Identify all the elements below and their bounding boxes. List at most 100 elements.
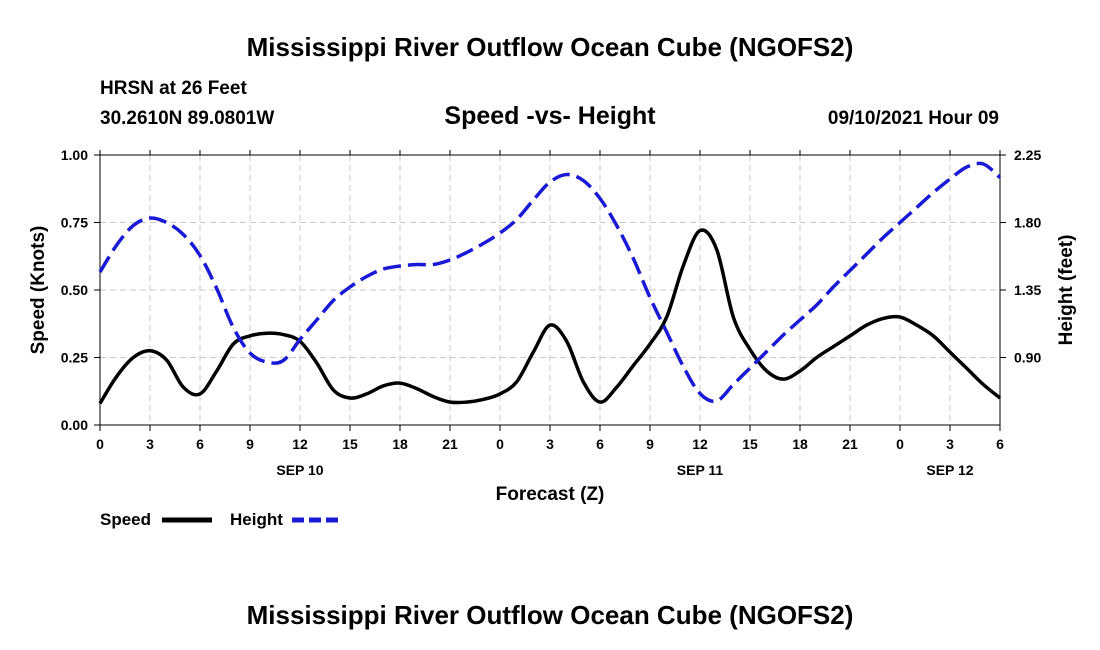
station-label: HRSN at 26 Feet xyxy=(100,78,247,99)
data-point-speed xyxy=(599,401,601,403)
date-label: SEP 11 xyxy=(677,462,724,478)
data-point-height xyxy=(699,393,701,395)
data-point-height xyxy=(716,400,718,402)
y2-tick-label: 2.25 xyxy=(1014,147,1041,163)
data-point-height xyxy=(433,264,435,266)
data-point-speed xyxy=(749,349,751,351)
data-point-height xyxy=(983,163,985,165)
x-tick-label: 3 xyxy=(546,436,554,452)
data-point-height xyxy=(383,268,385,270)
y-tick-label: 1.00 xyxy=(61,147,88,163)
data-point-height xyxy=(483,243,485,245)
data-point-height xyxy=(616,225,618,227)
x-tick-label: 6 xyxy=(196,436,204,452)
y2-axis-label: Height (feet) xyxy=(1056,235,1077,346)
date-label: SEP 10 xyxy=(276,462,323,478)
series-line-speed xyxy=(98,228,1002,405)
data-point-height xyxy=(266,361,268,363)
data-point-speed xyxy=(983,384,985,386)
data-point-height xyxy=(816,304,818,306)
x-tick-label: 18 xyxy=(792,436,808,452)
data-point-speed xyxy=(166,359,168,361)
data-point-speed xyxy=(716,249,718,251)
data-point-height xyxy=(449,259,451,261)
data-point-height xyxy=(916,207,918,209)
data-point-height xyxy=(533,199,535,201)
x-tick-label: 9 xyxy=(246,436,254,452)
data-point-height xyxy=(399,265,401,267)
x-tick-label: 0 xyxy=(896,436,904,452)
chart-title: Speed -vs- Height xyxy=(444,102,656,130)
data-point-speed xyxy=(383,385,385,387)
data-point-speed xyxy=(266,332,268,334)
x-tick-label: 12 xyxy=(692,436,708,452)
station-coordinates: 30.2610N 89.0801W xyxy=(100,108,274,129)
data-point-height xyxy=(633,258,635,260)
data-point-height xyxy=(949,178,951,180)
data-point-speed xyxy=(883,318,885,320)
data-point-speed xyxy=(733,316,735,318)
data-point-speed xyxy=(99,403,101,405)
x-tick-label: 3 xyxy=(146,436,154,452)
data-point-height xyxy=(649,297,651,299)
data-point-height xyxy=(833,286,835,288)
data-point-speed xyxy=(516,381,518,383)
data-point-speed xyxy=(783,378,785,380)
data-point-height xyxy=(866,253,868,255)
x-tick-label: 3 xyxy=(946,436,954,452)
data-point-height xyxy=(966,166,968,168)
series-line-height xyxy=(98,161,1002,404)
x-tick-label: 0 xyxy=(96,436,104,452)
data-point-height xyxy=(733,384,735,386)
x-tick-label: 9 xyxy=(646,436,654,452)
data-point-height xyxy=(849,270,851,272)
data-point-height xyxy=(416,264,418,266)
data-point-speed xyxy=(316,362,318,364)
data-point-height xyxy=(899,222,901,224)
data-point-height xyxy=(233,327,235,329)
axes: 0 3 6 9 12 15 18 21 0 3 6 9 12 15 18 21 0 3 6 0.00 0.25 0.50 0… xyxy=(61,147,1042,478)
data-point-speed xyxy=(483,399,485,401)
data-point-height xyxy=(316,319,318,321)
data-point-speed xyxy=(849,335,851,337)
data-point-height xyxy=(666,331,668,333)
data-point-height xyxy=(283,360,285,362)
data-point-speed xyxy=(366,393,368,395)
data-point-speed xyxy=(333,389,335,391)
data-point-speed xyxy=(583,381,585,383)
data-point-speed xyxy=(833,346,835,348)
data-point-height xyxy=(299,339,301,341)
y-tick-label: 0.75 xyxy=(61,215,88,231)
data-point-height xyxy=(116,244,118,246)
data-point-speed xyxy=(349,397,351,399)
main-title: Mississippi River Outflow Ocean Cube (NG… xyxy=(247,32,854,62)
x-axis-label: Forecast (Z) xyxy=(496,484,605,505)
forecast-time: 09/10/2021 Hour 09 xyxy=(828,108,999,129)
data-point-speed xyxy=(916,324,918,326)
y2-tick-label: 1.35 xyxy=(1014,282,1041,298)
data-point-speed xyxy=(799,370,801,372)
x-tick-label: 15 xyxy=(742,436,758,452)
data-point-speed xyxy=(433,396,435,398)
x-tick-label: 18 xyxy=(392,436,408,452)
date-label: SEP 12 xyxy=(926,462,973,478)
legend: Speed Height xyxy=(100,510,342,529)
legend-height-label: Height xyxy=(230,510,283,529)
data-point-height xyxy=(683,366,685,368)
y2-tick-label: 1.80 xyxy=(1014,215,1041,231)
data-point-height xyxy=(799,319,801,321)
data-point-speed xyxy=(466,401,468,403)
data-point-height xyxy=(133,225,135,227)
data-point-speed xyxy=(499,393,501,395)
x-tick-label: 21 xyxy=(842,436,858,452)
data-point-speed xyxy=(149,350,151,352)
data-point-speed xyxy=(283,334,285,336)
y-axis-label: Speed (Knots) xyxy=(28,226,49,355)
data-point-height xyxy=(466,252,468,254)
data-point-height xyxy=(999,177,1001,179)
data-point-height xyxy=(599,198,601,200)
y2-tick-label: 0.90 xyxy=(1014,350,1041,366)
data-point-height xyxy=(933,192,935,194)
data-point-height xyxy=(583,180,585,182)
